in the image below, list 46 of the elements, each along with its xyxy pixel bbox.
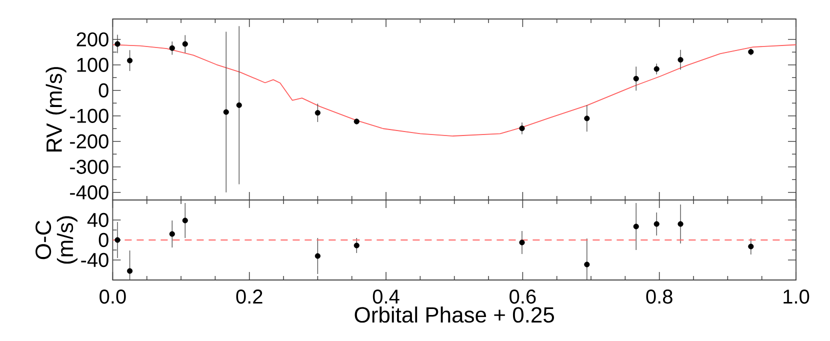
point <box>584 116 590 122</box>
point <box>748 49 754 55</box>
x-tick-label: 0.8 <box>646 290 672 304</box>
y-tick-label: -40 <box>81 252 108 268</box>
point <box>633 224 639 230</box>
point <box>584 262 590 268</box>
point <box>314 110 320 116</box>
point <box>169 45 175 51</box>
point <box>354 242 360 248</box>
x-tick-label: 0.2 <box>236 290 262 304</box>
x-tick-label: 0.0 <box>100 290 126 304</box>
point <box>633 76 639 82</box>
point <box>519 126 525 132</box>
point <box>519 240 525 246</box>
point <box>182 41 188 47</box>
line-series <box>112 44 796 136</box>
point <box>748 244 754 250</box>
point <box>114 237 120 243</box>
y-tick-label: 40 <box>87 212 108 228</box>
y-tick-label: -400 <box>70 185 108 200</box>
point <box>236 102 242 108</box>
point <box>654 221 660 227</box>
x-tick-label: 0.6 <box>510 290 536 304</box>
y-axis-title: O-C (m/s) <box>36 216 78 264</box>
y-tick-label: -200 <box>70 134 108 148</box>
x-tick-label: 0.4 <box>372 290 400 304</box>
y-axis-title: RV (m/s) <box>46 67 66 152</box>
point <box>182 218 188 224</box>
y-tick-label: 200 <box>76 32 108 46</box>
point <box>314 253 320 259</box>
y-tick-label: 0 <box>98 232 108 248</box>
y-tick-label: -300 <box>70 160 108 174</box>
point <box>678 56 684 63</box>
point <box>223 109 229 115</box>
point <box>169 231 175 237</box>
y-tick-label: -100 <box>70 108 108 123</box>
point <box>126 58 133 64</box>
point <box>354 118 360 124</box>
y-tick-label: 0 <box>98 83 108 98</box>
point <box>654 66 660 72</box>
x-tick-label: 1.0 <box>784 290 810 304</box>
point <box>114 41 120 47</box>
point <box>678 221 684 227</box>
point <box>126 268 133 274</box>
x-axis-title: Orbital Phase + 0.25 <box>354 306 554 323</box>
y-tick-label: 100 <box>77 58 108 72</box>
